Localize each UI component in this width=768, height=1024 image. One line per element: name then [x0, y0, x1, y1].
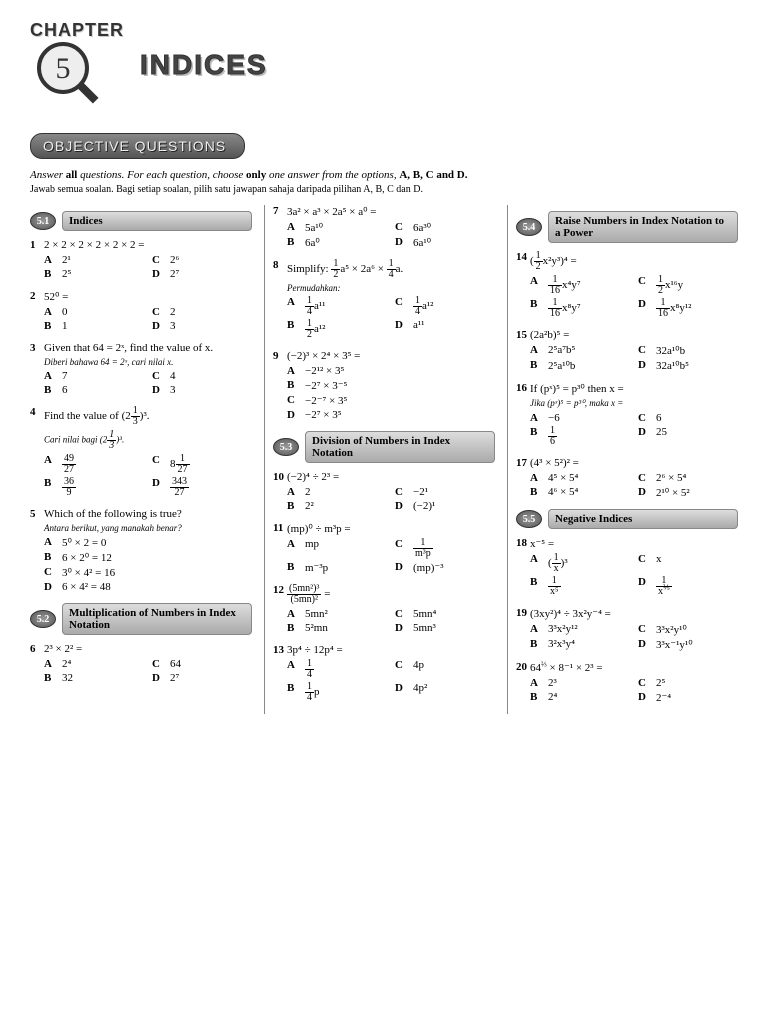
subsection-title: Division of Numbers in Index Notation — [305, 431, 495, 463]
subsection-5-2: 5.2 Multiplication of Numbers in Index N… — [30, 603, 252, 635]
chapter-word: CHAPTER — [30, 20, 124, 41]
question-4: 4 Find the value of (213)³. Cari nilai b… — [30, 406, 252, 498]
question-17: 17 (4³ × 5²)² = A4⁵ × 5⁴ C2⁶ × 5⁴ B4⁶ × … — [516, 457, 738, 499]
content-columns: 5.1 Indices 1 2 × 2 × 2 × 2 × 2 × 2 = A2… — [30, 205, 738, 714]
subsection-title: Multiplication of Numbers in Index Notat… — [62, 603, 252, 635]
question-10: 10 (−2)⁴ ÷ 2³ = A2 C−2¹ B2² D(−2)¹ — [273, 471, 495, 512]
question-16: 16 If (pˣ)⁵ = p³⁰ then x = Jika (pˣ)⁵ = … — [516, 382, 738, 447]
instructions-ms: Jawab semua soalan. Bagi setiap soalan, … — [30, 184, 738, 195]
subsection-5-1: 5.1 Indices — [30, 211, 252, 231]
question-18: 18 x⁻⁵ = A(1x)³ Cx B1x⁵ D1x⅕ — [516, 537, 738, 597]
subsection-title: Negative Indices — [548, 509, 738, 529]
question-8: 8 Simplify: 12a⁵ × 2a⁶ × 14a. Permudahka… — [273, 259, 495, 340]
column-3: 5.4 Raise Numbers in Index Notation to a… — [507, 205, 738, 714]
question-20: 20 64⅔ × 8⁻¹ × 2³ = A2³ C2⁵ B2⁴ D2⁻⁴ — [516, 661, 738, 704]
subsection-5-3: 5.3 Division of Numbers in Index Notatio… — [273, 431, 495, 463]
subsection-number: 5.3 — [273, 438, 299, 456]
question-9: 9 (−2)³ × 2⁴ × 3⁵ = A−2¹² × 3⁵ B−2⁷ × 3⁻… — [273, 350, 495, 421]
subsection-number: 5.5 — [516, 510, 542, 528]
question-19: 19 (3xy²)⁴ ÷ 3x²y⁻⁴ = A3³x²y¹² C3³x²y¹⁰ … — [516, 607, 738, 651]
question-11: 11 (mp)⁰ ÷ m³p = Amp C1m³p Bm⁻³p D(mp)⁻³ — [273, 522, 495, 574]
question-5: 5 Which of the following is true? Antara… — [30, 508, 252, 593]
objective-questions-header: OBJECTIVE QUESTIONS — [30, 133, 245, 159]
chapter-badge: CHAPTER 5 — [30, 20, 120, 110]
column-1: 5.1 Indices 1 2 × 2 × 2 × 2 × 2 × 2 = A2… — [30, 205, 252, 714]
subsection-title: Indices — [62, 211, 252, 231]
question-2: 2 52⁰ = A0 C2 B1 D3 — [30, 290, 252, 332]
question-1: 1 2 × 2 × 2 × 2 × 2 × 2 = A2¹ C2⁶ B2⁵ D2… — [30, 239, 252, 280]
subsection-number: 5.2 — [30, 610, 56, 628]
question-15: 15 (2a²b)⁵ = A2⁵a⁷b⁵ C32a¹⁰b B2⁵a¹⁰b D32… — [516, 329, 738, 372]
question-6: 6 2³ × 2² = A2⁴ C64 B32 D2⁷ — [30, 643, 252, 684]
chapter-header: CHAPTER 5 INDICES — [30, 20, 738, 110]
column-2: 7 3a² × a³ × 2a⁵ × a⁰ = A5a¹⁰ C6a³⁰ B6a⁰… — [264, 205, 495, 714]
instructions-en: Answer all questions. For each question,… — [30, 169, 738, 181]
magnifier-icon: 5 — [35, 40, 105, 110]
chapter-number: 5 — [56, 52, 71, 85]
subsection-number: 5.4 — [516, 218, 542, 236]
question-7: 7 3a² × a³ × 2a⁵ × a⁰ = A5a¹⁰ C6a³⁰ B6a⁰… — [273, 205, 495, 249]
question-13: 13 3p⁴ ÷ 12p⁴ = A14 C4p B14p D4p² — [273, 644, 495, 703]
question-14: 14 (12x²y³)⁴ = A116x⁴y⁷ C12x¹⁶y B116x⁸y⁷… — [516, 251, 738, 319]
chapter-title: INDICES — [140, 49, 268, 81]
question-12: 12 (5mn²)³(5mn)² = A5mn² C5mn⁴ B5²mn D5m… — [273, 584, 495, 634]
subsection-5-4: 5.4 Raise Numbers in Index Notation to a… — [516, 211, 738, 243]
subsection-5-5: 5.5 Negative Indices — [516, 509, 738, 529]
subsection-title: Raise Numbers in Index Notation to a Pow… — [548, 211, 738, 243]
question-3: 3 Given that 64 = 2ˣ, find the value of … — [30, 342, 252, 396]
subsection-number: 5.1 — [30, 212, 56, 230]
